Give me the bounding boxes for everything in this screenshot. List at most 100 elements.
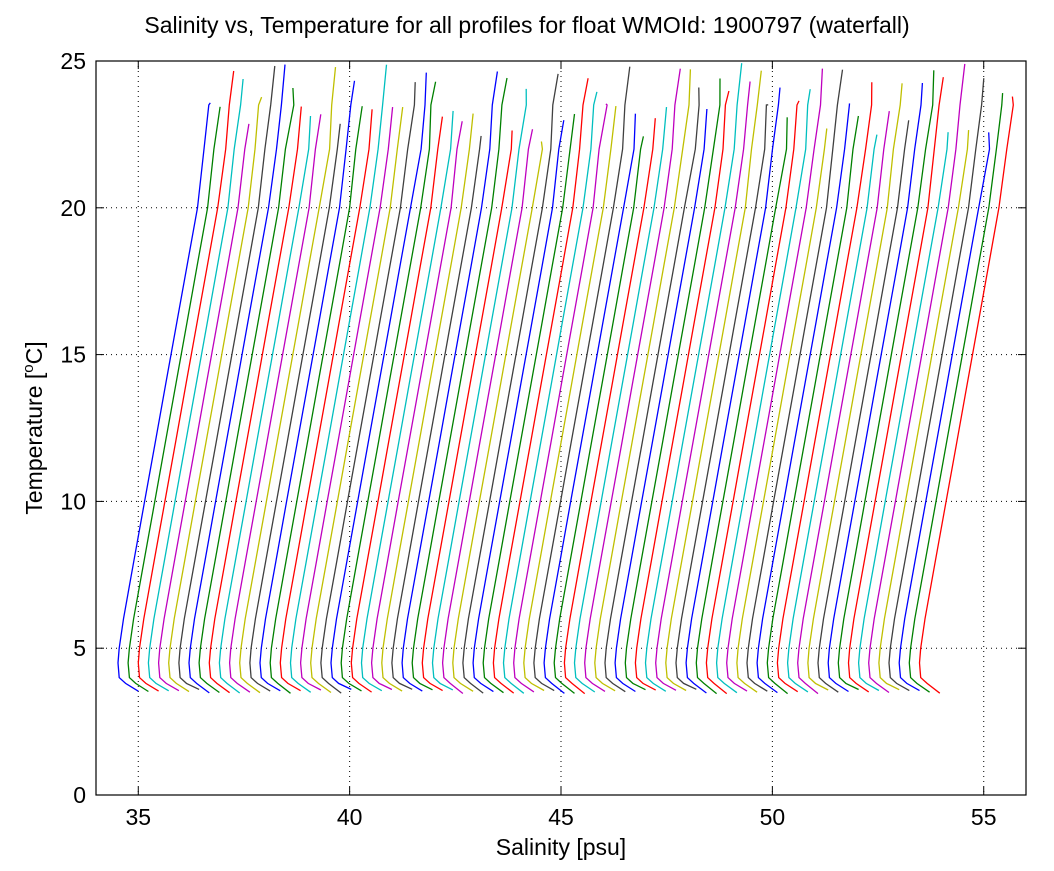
profile-line [320, 82, 416, 694]
profile-line [411, 77, 508, 691]
profile-line [502, 91, 598, 694]
grid-lines [96, 61, 1026, 795]
y-axis-label: Temperature [oC] [20, 341, 48, 514]
profile-line [715, 89, 811, 694]
profile-line [797, 111, 890, 695]
profile-line [827, 82, 924, 693]
profile-line [381, 113, 474, 692]
axis-ticks: 35 40 45 50 55 0 5 10 15 20 25 [60, 48, 1026, 830]
profile-line [523, 106, 617, 692]
profile-line [299, 107, 394, 691]
profile-line [137, 70, 235, 692]
x-axis-label: Salinity [psu] [495, 834, 627, 860]
profile-line [766, 115, 860, 695]
profile-line [228, 114, 322, 693]
profile-series [117, 63, 1014, 695]
profile-line [644, 63, 743, 692]
x-tick-label: 45 [548, 804, 574, 830]
profile-line [868, 63, 966, 694]
profile-line [513, 103, 608, 693]
profile-line [289, 64, 388, 693]
profile-line [624, 78, 721, 691]
profile-line [665, 70, 762, 692]
x-tick-label: 55 [971, 804, 997, 830]
profile-line [634, 90, 730, 691]
profile-line [573, 107, 668, 693]
profile-line [604, 87, 700, 693]
profile-line [249, 123, 341, 692]
profile-line [147, 78, 244, 692]
profile-line [178, 65, 276, 690]
profile-line [482, 113, 576, 694]
profile-line [584, 68, 681, 692]
profile-line [807, 83, 903, 691]
profile-line [746, 69, 844, 692]
profile-line [786, 134, 878, 693]
x-tick-label: 50 [760, 804, 786, 830]
y-tick-label: 20 [60, 195, 86, 221]
profile-line [817, 120, 910, 693]
profile-line [218, 115, 312, 694]
chart-title: Salinity vs, Temperature for all profile… [144, 12, 910, 38]
profile-line [441, 129, 534, 695]
profile-line [330, 72, 427, 690]
profile-line [888, 78, 985, 692]
profile-line [462, 73, 559, 694]
x-tick-label: 40 [337, 804, 363, 830]
profile-line [198, 87, 295, 694]
profile-line [127, 106, 221, 693]
profile-line [695, 117, 788, 695]
profile-line [350, 116, 444, 693]
profile-line [269, 106, 363, 694]
profile-line [908, 93, 1004, 693]
profile-line [705, 100, 800, 695]
profile-line [279, 109, 373, 692]
profile-line [452, 141, 544, 692]
profile-line [401, 71, 499, 692]
profile-line [563, 118, 656, 695]
profile-line [370, 121, 463, 691]
profile-line [726, 68, 824, 692]
profile-line [776, 82, 873, 693]
profile-line [614, 108, 708, 693]
profile-line [736, 128, 828, 693]
profile-line [239, 67, 337, 694]
profile-line [391, 135, 482, 690]
profile-line [157, 123, 250, 692]
y-axis-label-sup: o [20, 364, 38, 373]
profile-line [310, 107, 404, 694]
profile-line [340, 81, 437, 692]
profile-line [117, 102, 211, 692]
profile-line [756, 103, 851, 694]
profile-line [360, 110, 454, 692]
y-tick-label: 15 [60, 342, 86, 368]
profile-line [553, 136, 645, 694]
y-tick-label: 0 [73, 782, 86, 808]
profile-line [847, 77, 944, 693]
profile-line [492, 78, 589, 694]
profile-line [837, 70, 935, 691]
y-axis-label-main: Temperature [ [20, 372, 47, 515]
profile-line [857, 132, 949, 692]
profile-line [655, 81, 751, 691]
profile-line [208, 106, 302, 694]
profile-line [259, 80, 356, 692]
y-axis-label-end: C] [20, 341, 47, 365]
y-tick-label: 10 [60, 488, 86, 514]
profile-line [543, 113, 637, 694]
profile-line [431, 88, 527, 691]
profile-line [878, 130, 970, 691]
profile-line [472, 120, 565, 693]
profile-line [675, 104, 769, 690]
profile-line [168, 96, 263, 693]
profile-line [594, 69, 692, 692]
profile-line [918, 96, 1014, 694]
x-tick-label: 35 [125, 804, 151, 830]
profile-line [685, 87, 781, 694]
profile-line [898, 132, 991, 692]
y-tick-label: 5 [73, 635, 86, 661]
profile-line [421, 130, 513, 692]
profile-line [188, 64, 286, 694]
